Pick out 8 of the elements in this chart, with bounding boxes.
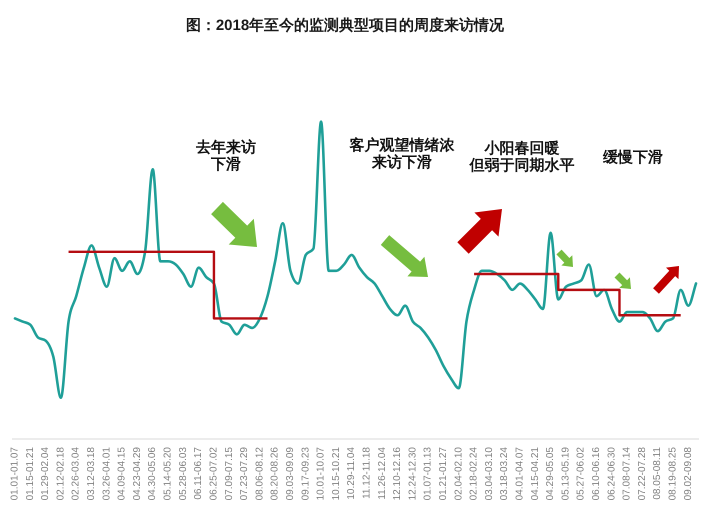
annotation: 客户观望情绪浓 — [350, 137, 454, 154]
annotation: 但弱于同期水平 — [470, 157, 574, 174]
annotation: 去年来访 — [196, 139, 256, 156]
annotation: 来访下滑 — [372, 154, 432, 171]
annotation: 下滑 — [211, 156, 241, 173]
title: 图：2018年至今的监测典型项目的周度来访情况 — [186, 17, 504, 34]
annotation: 缓慢下滑 — [603, 149, 663, 166]
annotation: 小阳春回暖 — [484, 140, 560, 157]
